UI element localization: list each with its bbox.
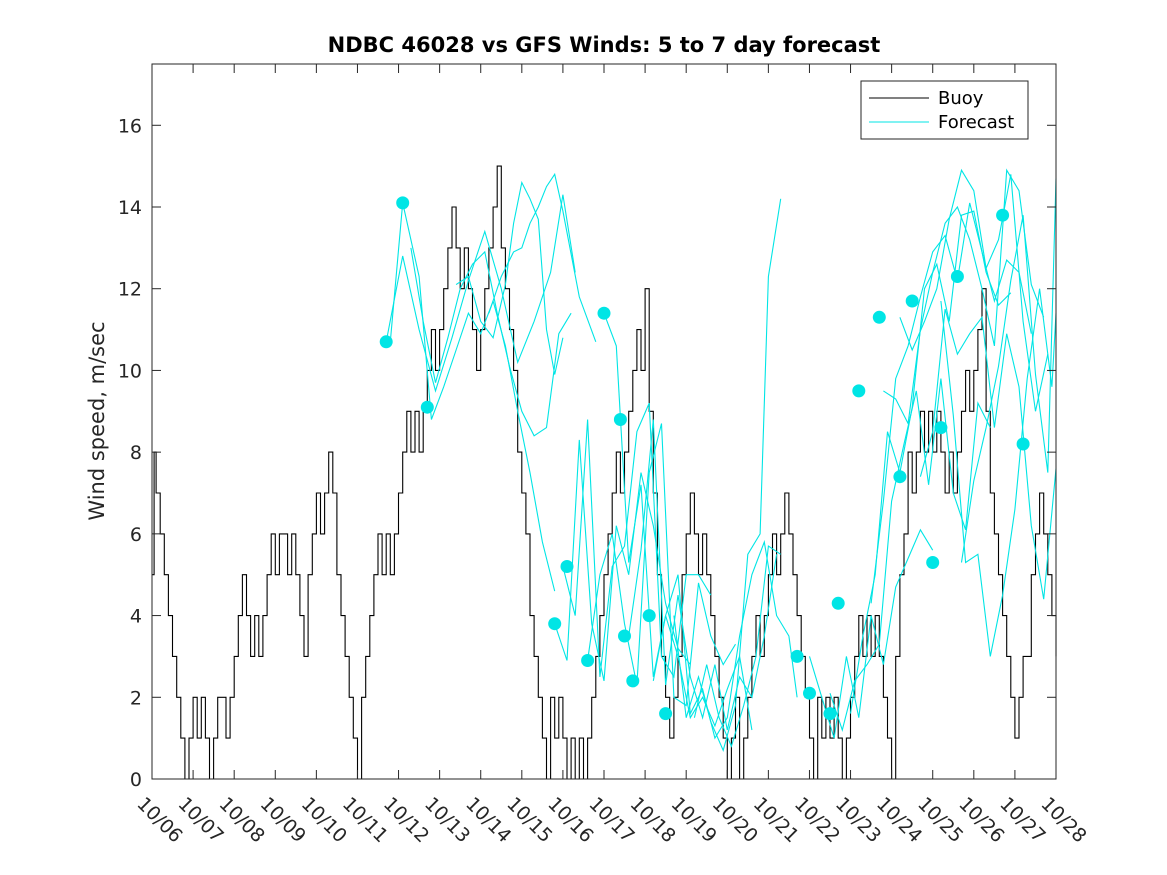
y-axis: 0 2 4 6 8 10 12 14 16 bbox=[118, 115, 1056, 791]
forecast-line bbox=[919, 308, 1057, 600]
forecast-line bbox=[652, 539, 798, 740]
y-tick-label: 12 bbox=[118, 279, 142, 301]
forecast-line bbox=[870, 202, 1032, 604]
forecast-marker bbox=[803, 686, 816, 700]
chart-title: NDBC 46028 vs GFS Winds: 5 to 7 day fore… bbox=[328, 33, 881, 57]
y-tick-label: 14 bbox=[118, 197, 142, 219]
forecast-marker bbox=[659, 707, 673, 721]
forecast-marker bbox=[626, 674, 640, 688]
forecast-marker bbox=[618, 629, 631, 643]
forecast-line bbox=[960, 178, 1057, 563]
forecast-marker bbox=[905, 294, 919, 308]
plot-area bbox=[151, 63, 1057, 780]
y-tick-label: 8 bbox=[130, 442, 142, 464]
y-axis-label: Wind speed, m/sec bbox=[85, 321, 109, 520]
forecast-marker bbox=[379, 335, 393, 349]
forecast-line bbox=[603, 313, 753, 731]
forecast-line bbox=[693, 545, 782, 748]
forecast-line bbox=[385, 194, 576, 393]
plot-background bbox=[152, 64, 1056, 779]
forecast-marker-layer bbox=[379, 196, 1030, 721]
forecast-marker bbox=[560, 560, 574, 573]
forecast-line bbox=[673, 198, 782, 753]
forecast-marker bbox=[420, 400, 434, 414]
y-tick-label: 0 bbox=[130, 769, 142, 791]
forecast-marker bbox=[597, 306, 611, 320]
y-tick-label: 16 bbox=[118, 115, 142, 137]
forecast-marker bbox=[872, 310, 886, 324]
forecast-line bbox=[455, 180, 564, 375]
forecast-marker bbox=[613, 413, 627, 426]
forecast-marker bbox=[996, 208, 1010, 222]
y-tick-label: 6 bbox=[130, 524, 142, 546]
forecast-marker bbox=[1016, 437, 1030, 451]
forecast-marker bbox=[852, 384, 866, 398]
forecast-line bbox=[899, 168, 1049, 412]
forecast-marker bbox=[548, 617, 562, 631]
forecast-line bbox=[808, 528, 934, 739]
forecast-marker bbox=[926, 556, 940, 569]
legend: Buoy Forecast bbox=[860, 80, 1029, 140]
buoy-line bbox=[152, 165, 1057, 780]
forecast-marker bbox=[831, 596, 845, 610]
forecast-marker bbox=[893, 470, 907, 484]
forecast-marker bbox=[823, 707, 837, 721]
forecast-marker bbox=[950, 270, 964, 283]
y-tick-label: 2 bbox=[130, 687, 142, 709]
forecast-marker bbox=[934, 421, 948, 435]
forecast-line bbox=[883, 168, 1045, 426]
forecast-line bbox=[562, 402, 712, 679]
y-tick-label: 10 bbox=[118, 360, 142, 382]
forecast-series-layer bbox=[385, 168, 1057, 753]
forecast-line bbox=[628, 419, 778, 731]
legend-box bbox=[860, 80, 1029, 140]
forecast-line bbox=[389, 202, 556, 592]
legend-label-buoy: Buoy bbox=[938, 88, 984, 109]
forecast-marker bbox=[642, 609, 656, 623]
forecast-line bbox=[488, 172, 597, 342]
legend-label-forecast: Forecast bbox=[938, 112, 1014, 133]
forecast-marker bbox=[581, 654, 595, 667]
forecast-marker bbox=[790, 649, 804, 663]
forecast-marker bbox=[396, 196, 410, 210]
forecast-line bbox=[940, 288, 1057, 657]
forecast-line bbox=[410, 247, 572, 437]
y-tick-label: 4 bbox=[130, 606, 142, 628]
buoy-series-layer bbox=[152, 165, 1057, 780]
forecast-line bbox=[587, 423, 736, 707]
